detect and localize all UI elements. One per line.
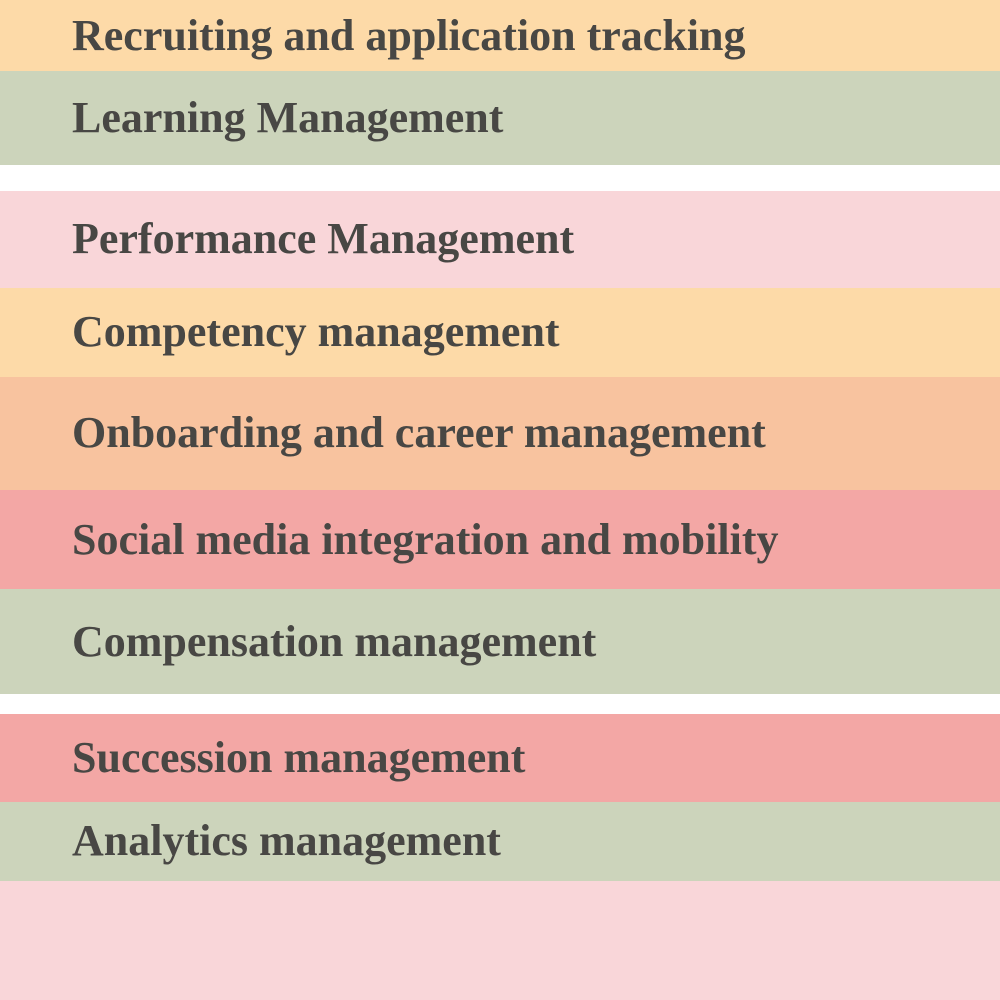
list-item-label: Compensation management — [72, 618, 596, 666]
hr-functions-list: Recruiting and application tracking Learn… — [0, 0, 1000, 1000]
list-trailing-bar — [0, 881, 1000, 1000]
list-gap — [0, 165, 1000, 191]
list-item-label: Learning Management — [72, 94, 503, 142]
list-item-label: Performance Management — [72, 215, 574, 263]
list-gap — [0, 694, 1000, 714]
list-item: Competency management — [0, 288, 1000, 377]
list-item: Compensation management — [0, 589, 1000, 694]
list-item: Recruiting and application tracking — [0, 0, 1000, 71]
list-item: Social media integration and mobility — [0, 490, 1000, 589]
list-item: Onboarding and career management — [0, 377, 1000, 490]
list-item-label: Social media integration and mobility — [72, 516, 778, 564]
list-item: Succession management — [0, 714, 1000, 801]
list-item-label: Analytics management — [72, 817, 501, 865]
list-item: Performance Management — [0, 191, 1000, 288]
list-item-label: Recruiting and application tracking — [72, 12, 746, 60]
list-item-label: Succession management — [72, 734, 525, 782]
list-item: Learning Management — [0, 71, 1000, 164]
list-item-label: Competency management — [72, 308, 560, 356]
list-item-label: Onboarding and career management — [72, 409, 766, 457]
list-item: Analytics management — [0, 802, 1000, 881]
